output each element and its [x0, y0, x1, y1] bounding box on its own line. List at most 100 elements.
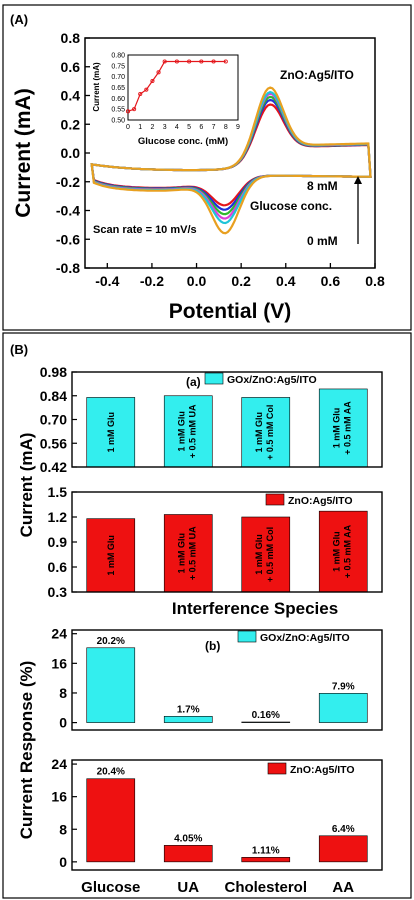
bar-category-label: 1 mM Glu+ 0.5 mM UA	[176, 404, 197, 458]
cv-x-tick-label: 0.2	[231, 273, 251, 289]
inset-xlabel: Glucose conc. (mM)	[138, 136, 228, 147]
y-tick-label: 0	[59, 854, 67, 870]
inset-x-tick-label: 6	[199, 124, 203, 131]
cv-x-tick-label: 0.6	[321, 273, 341, 289]
inset-x-tick-label: 1	[138, 124, 142, 131]
inset-y-tick-label: 0.80	[111, 53, 125, 60]
bar	[86, 518, 136, 593]
cv-x-tick-label: -0.4	[95, 273, 119, 289]
y-tick-label: 0.3	[48, 584, 68, 600]
inset-x-tick-label: 4	[175, 124, 179, 131]
cv-y-tick-label: 0.4	[61, 88, 81, 104]
y-tick-label: 8	[59, 821, 67, 837]
bottom-conc-label: 0 mM	[307, 234, 338, 248]
bar	[163, 845, 213, 863]
bar	[163, 514, 213, 593]
scan-rate-label: Scan rate = 10 mV/s	[93, 224, 197, 236]
bar-category-label: Glucose	[81, 879, 140, 896]
inset-x-tick-label: 7	[212, 124, 216, 131]
bar-chart-panelB_a_gox: 1 mM Glu 1 mM Glu+ 0.5 mM UA 1 mM Glu+ 0.5…	[40, 364, 383, 475]
sub-label-a: (a)	[186, 375, 201, 389]
cv-ylabel: Current (mA)	[12, 88, 35, 218]
inset-y-tick-label: 0.55	[111, 107, 125, 114]
legend-swatch	[237, 630, 257, 643]
bar-category-line: + 0.5 mM UA	[187, 526, 197, 580]
y-tick-label: 8	[59, 685, 67, 701]
bar-category-line: 1 mM Glu	[331, 408, 341, 449]
cv-x-tick-label: 0.8	[365, 273, 385, 289]
inset-ylabel: Current (mA)	[92, 62, 101, 112]
bar-chart-frame	[71, 629, 383, 731]
inset-x-tick-label: 5	[187, 124, 191, 131]
inset-y-tick-label: 0.60	[111, 96, 125, 103]
current-response-ylabel: Current Response (%)	[17, 661, 36, 840]
bar-category-label: Cholesterol	[224, 879, 307, 896]
y-tick-label: 0.9	[48, 534, 68, 550]
bar	[241, 857, 291, 863]
bar-category-line: 1 mM Glu	[254, 534, 264, 575]
bar-category-label: 1 mM Glu+ 0.5 mM UA	[176, 526, 197, 580]
y-tick-label: 24	[51, 756, 67, 772]
bar-category-line: 1 mM Glu	[106, 412, 116, 453]
inset-marks: 0 1 2 3 4 5 6 7 8 9 0.50 0.55 0.60 0.65 0.70 0.75 0.80	[111, 53, 240, 132]
cv-y-tick-label: 0.2	[61, 116, 81, 132]
bar-value-label: 1.11%	[252, 845, 280, 856]
y-tick-label: 16	[51, 655, 67, 671]
bar-category-line: + 0.5 mM UA	[187, 404, 197, 458]
panel-b-frame	[2, 332, 412, 899]
bar-category-line: 1 mM Glu	[254, 412, 264, 453]
cv-xlabel: Potential (V)	[169, 300, 292, 323]
bar-category-line: 1 mM Glu	[331, 531, 341, 572]
bar-category-line: + 0.5 mM AA	[342, 401, 352, 455]
y-tick-label: 0.6	[48, 559, 68, 575]
bar-value-label: 6.4%	[332, 824, 355, 835]
glucose-conc-label: Glucose conc.	[250, 199, 332, 213]
inset-x-tick-label: 8	[224, 124, 228, 131]
cv-curves	[90, 86, 372, 235]
bar	[86, 647, 136, 723]
legend-label: GOx/ZnO:Ag5/ITO	[227, 374, 317, 386]
electrode-label: ZnO:Ag5/ITO	[280, 68, 354, 82]
y-tick-label: 0.70	[40, 412, 67, 428]
inset-x-tick-label: 2	[150, 124, 154, 131]
bar-category-label: UA	[177, 879, 199, 896]
cv-y-tick-label: -0.6	[56, 231, 80, 247]
bar	[318, 835, 368, 863]
cv-y-tick-label: -0.2	[56, 174, 80, 190]
inset-point	[125, 109, 131, 114]
inset-x-tick-label: 3	[163, 124, 167, 131]
bar-chart-panelB_a_zno: 1 mM Glu 1 mM Glu+ 0.5 mM UA 1 mM Glu+ 0.5…	[48, 484, 383, 600]
bar	[86, 397, 136, 468]
bar	[241, 721, 291, 723]
cv-plot: -0.4 -0.2 0.0 0.2 0.4 0.6 0.8 -0.8 -0.6 -0.4 -0.2 0…	[12, 30, 385, 323]
top-conc-label: 8 mM	[307, 179, 338, 193]
cv-y-tick-label: 0.8	[61, 30, 81, 46]
bar-value-label: 20.2%	[97, 636, 125, 647]
bar-value-label: 20.4%	[97, 767, 125, 778]
bar-category-line: 1 mM Glu	[106, 535, 116, 576]
cv-curve-6	[90, 86, 372, 235]
y-tick-label: 1.5	[48, 484, 68, 500]
legend-swatch	[204, 372, 224, 385]
inset-point	[174, 59, 179, 64]
legend-swatch	[267, 762, 287, 775]
y-tick-label: 0.84	[40, 388, 67, 404]
legend-label: GOx/ZnO:Ag5/ITO	[260, 632, 350, 644]
y-tick-label: 0.42	[40, 459, 67, 475]
inset-point	[150, 78, 155, 84]
bar-value-label: 7.9%	[332, 681, 355, 692]
y-tick-label: 1.2	[48, 509, 68, 525]
bar-category-label: 1 mM Glu+ 0.5 mM AA	[331, 524, 352, 578]
inset-point	[138, 91, 143, 97]
inset-point	[199, 59, 204, 64]
inset-point	[132, 107, 137, 112]
bar	[163, 395, 213, 468]
inset-point	[156, 70, 161, 75]
cv-x-tick-label: 0.4	[276, 273, 296, 289]
legend-label: ZnO:Ag5/ITO	[290, 764, 355, 776]
inset-point	[223, 59, 228, 64]
cv-y-tick-label: -0.4	[56, 203, 80, 219]
bar	[241, 397, 291, 468]
inset-frame	[127, 54, 239, 121]
